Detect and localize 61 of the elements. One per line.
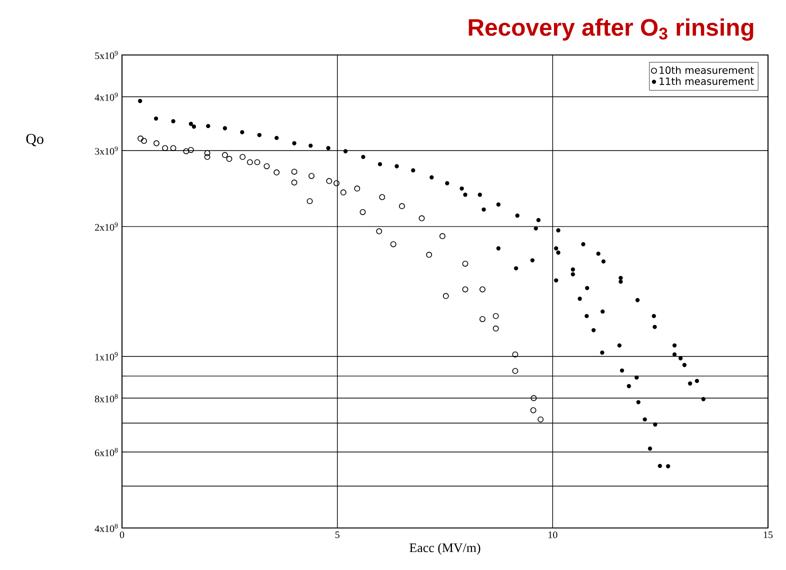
point xyxy=(226,156,232,162)
point xyxy=(246,159,253,166)
point xyxy=(170,145,176,152)
y-tick-label: 5x10$^{9}$ xyxy=(95,50,118,60)
chart-title: Recovery after O$_{3}$ rinsing xyxy=(468,18,754,41)
point xyxy=(398,203,405,210)
point xyxy=(462,286,468,292)
point xyxy=(264,163,270,170)
y-tick-label: 3x10$^{9}$ xyxy=(95,146,118,155)
point xyxy=(333,180,340,186)
point xyxy=(204,150,210,156)
point xyxy=(376,228,382,234)
y-tick-label: 4x10$^{9}$ xyxy=(94,92,118,101)
point xyxy=(512,351,518,358)
point xyxy=(188,146,194,153)
x-tick-label: 10 xyxy=(548,531,558,538)
y-tick-label: 2x10$^{9}$ xyxy=(95,222,118,231)
legend-label: 10th measurement xyxy=(660,66,754,74)
point xyxy=(439,233,446,240)
point xyxy=(162,145,168,152)
point xyxy=(426,252,432,258)
point xyxy=(326,178,332,184)
point xyxy=(274,169,280,176)
point xyxy=(138,136,144,142)
y-tick-label: 1x10$^{9}$ xyxy=(95,352,118,360)
point xyxy=(240,154,246,160)
point xyxy=(530,395,537,402)
point xyxy=(340,189,346,196)
y-axis-title: Qo xyxy=(26,134,44,146)
x-axis-title: Eacc (MV/m) xyxy=(410,543,480,555)
point xyxy=(512,368,518,374)
point xyxy=(254,159,260,166)
point xyxy=(222,152,228,158)
point xyxy=(479,316,486,322)
x-tick-label: 0 xyxy=(120,531,124,538)
point xyxy=(360,209,366,216)
point xyxy=(379,194,386,200)
point xyxy=(492,313,499,320)
x-tick-label: 5 xyxy=(335,531,340,538)
point xyxy=(183,148,190,154)
point xyxy=(308,172,314,179)
point xyxy=(291,168,298,175)
y-tick-label: 8x10$^{8}$ xyxy=(94,394,118,402)
point xyxy=(462,260,468,267)
point xyxy=(153,140,160,146)
point xyxy=(479,286,486,292)
y-tick-label: 4x10$^{8}$ xyxy=(94,524,118,532)
point xyxy=(418,215,425,222)
point xyxy=(390,241,396,248)
point xyxy=(492,326,499,332)
x-tick-label: 15 xyxy=(764,531,773,538)
point xyxy=(530,407,536,414)
point xyxy=(140,138,147,144)
point xyxy=(204,154,210,160)
point xyxy=(354,186,360,192)
point xyxy=(442,293,449,300)
point xyxy=(306,198,313,204)
y-tick-label: 6x10$^{8}$ xyxy=(95,448,118,456)
legend-label: 11th measurement xyxy=(660,77,754,85)
point xyxy=(291,180,298,186)
point xyxy=(538,416,544,422)
